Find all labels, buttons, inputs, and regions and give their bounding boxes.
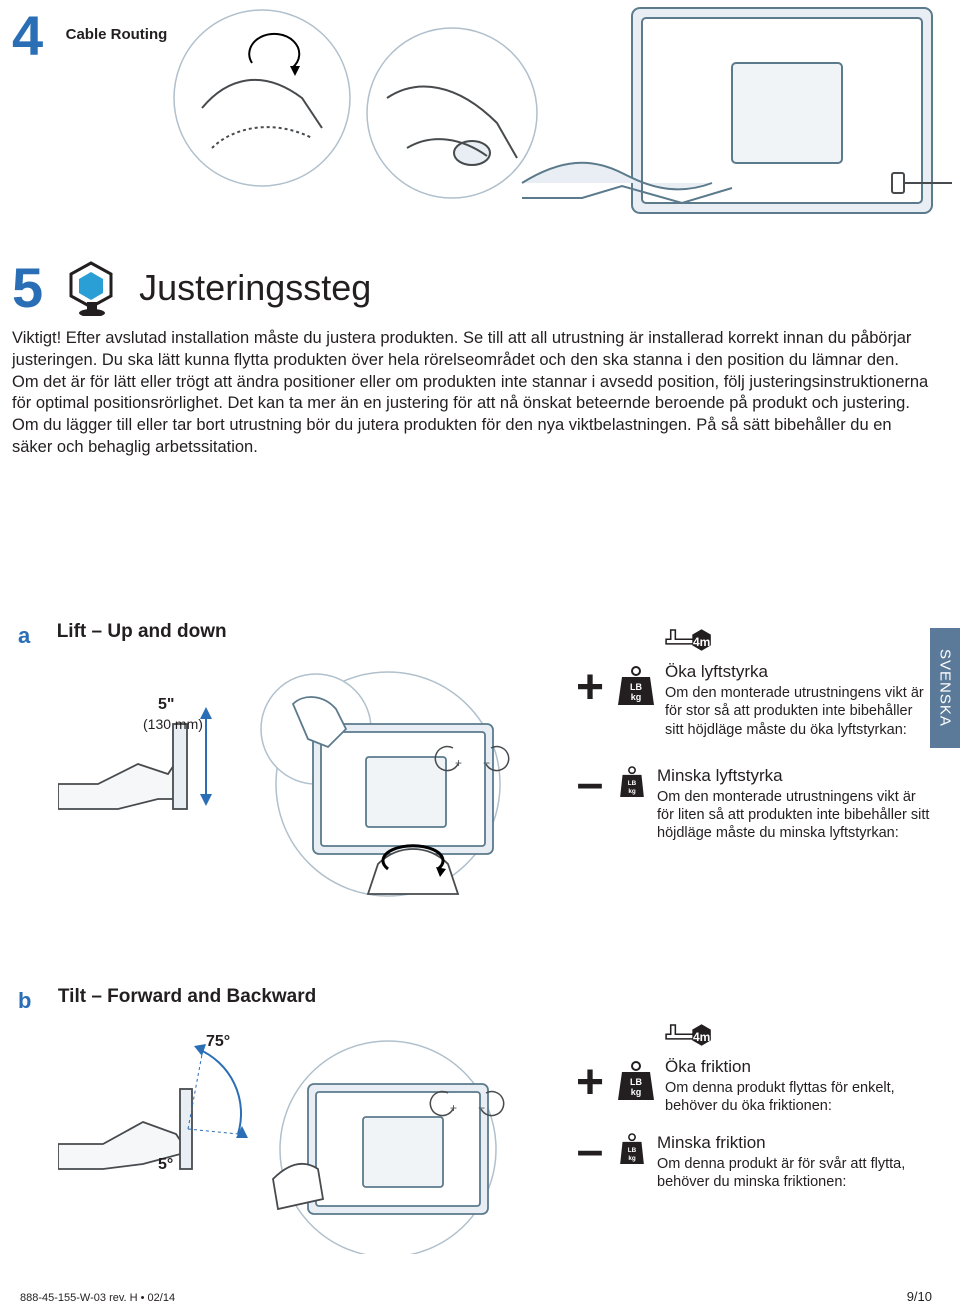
section-5: 5 Justeringssteg Viktigt! Efter avslutad… [12, 260, 930, 459]
increase-lift-row: + LB kg Öka lyftstyrka Om den monterade … [573, 661, 933, 739]
weight-small-icon: LB kg [617, 765, 647, 799]
svg-text:+: + [455, 756, 462, 770]
svg-text:−: − [478, 1101, 485, 1115]
language-tab: SVENSKA [930, 628, 960, 748]
section-b-title: Tilt – Forward and Backward [58, 986, 316, 1007]
minus-icon-b: – [573, 1132, 607, 1170]
svg-text:LB: LB [628, 1147, 637, 1154]
tilt-illustration: 75° 5° + − [58, 1034, 558, 1254]
decrease-lift-heading: Minska lyftstyrka [657, 765, 933, 786]
step5-number: 5 [12, 260, 43, 316]
lift-illustration: 5" (130 mm) + − [58, 669, 558, 899]
plus-icon-b: + [573, 1064, 607, 1102]
decrease-friction-body: Om denna produkt är för svår att flytta,… [657, 1155, 933, 1191]
wrench-badge-b: 4mm [663, 1020, 933, 1050]
step4-number: 4 [12, 4, 43, 67]
svg-text:kg: kg [631, 692, 642, 702]
svg-text:LB: LB [630, 682, 642, 692]
dim-mm: (130 mm) [143, 716, 203, 732]
svg-text:+: + [450, 1101, 457, 1115]
increase-lift-heading: Öka lyftstyrka [665, 661, 933, 682]
increase-friction-row: + LB kg Öka friktion Om denna produkt fl… [573, 1056, 933, 1116]
page-number: 9/10 [907, 1289, 932, 1304]
section-a-title: Lift – Up and down [57, 621, 227, 642]
section-4: 4 Cable Routing [12, 8, 940, 64]
svg-text:LB: LB [628, 780, 637, 787]
svg-text:kg: kg [628, 788, 636, 795]
angle-5: 5° [158, 1156, 173, 1173]
dim-inches: 5" [158, 696, 174, 713]
step5-body: Viktigt! Efter avslutad installation mås… [12, 328, 930, 459]
increase-friction-heading: Öka friktion [665, 1056, 933, 1077]
cable-routing-illustration [132, 0, 952, 238]
wrench-size-a: 4mm [693, 635, 721, 649]
weight-small-icon-b: LB kg [617, 1132, 647, 1166]
minus-icon: – [573, 765, 607, 803]
svg-text:−: − [483, 756, 490, 770]
weight-large-icon: LB kg [617, 665, 655, 707]
section-b: b Tilt – Forward and Backward 75° 5° [18, 990, 930, 1014]
svg-text:kg: kg [628, 1155, 636, 1162]
wrench-size-b: 4mm [693, 1030, 721, 1044]
footer-partno: 888-45-155-W-03 rev. H • 02/14 [20, 1292, 175, 1304]
svg-text:LB: LB [630, 1077, 642, 1087]
decrease-lift-body: Om den monterade utrustningens vikt är f… [657, 788, 933, 842]
section-a-letter: a [18, 623, 30, 648]
weight-large-icon-b: LB kg [617, 1060, 655, 1102]
increase-lift-body: Om den monterade utrustningens vikt är f… [665, 684, 933, 738]
angle-75: 75° [206, 1034, 230, 1050]
adjustment-icon [63, 260, 119, 316]
svg-text:kg: kg [631, 1087, 642, 1097]
decrease-friction-row: – LB kg Minska friktion Om denna produkt… [573, 1132, 933, 1192]
wrench-badge-a: 4mm [663, 625, 933, 655]
section-b-letter: b [18, 988, 31, 1013]
decrease-friction-heading: Minska friktion [657, 1132, 933, 1153]
plus-icon: + [573, 669, 607, 707]
section-a: a Lift – Up and down 5" (130 mm) [18, 625, 930, 649]
decrease-lift-row: – LB kg Minska lyftstyrka Om den montera… [573, 765, 933, 843]
increase-friction-body: Om denna produkt flyttas för enkelt, beh… [665, 1079, 933, 1115]
step5-title: Justeringssteg [139, 267, 371, 309]
